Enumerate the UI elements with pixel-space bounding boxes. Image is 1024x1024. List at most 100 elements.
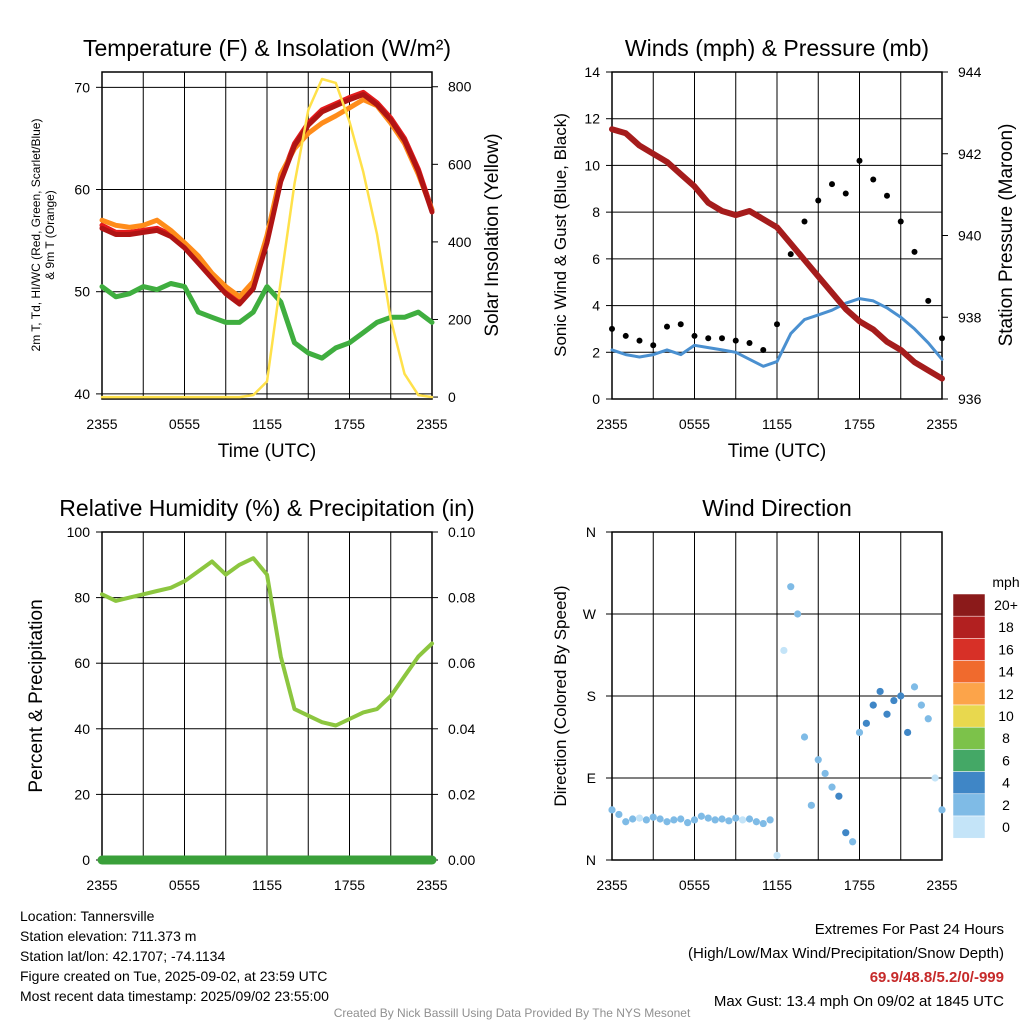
y2-tick-label: 0.06: [448, 655, 475, 671]
legend-swatch: [952, 793, 986, 817]
legend-swatch: [952, 771, 986, 795]
legend-label: 14: [998, 664, 1014, 680]
gust-point: [609, 325, 615, 332]
y-tick-label: E: [587, 770, 596, 786]
gust-point: [677, 321, 684, 328]
x-tick-label: 1155: [252, 416, 282, 432]
direction-point: [670, 816, 678, 824]
legend-label: 0: [1002, 819, 1010, 835]
y-tick-label: 10: [584, 157, 600, 173]
y2-axis-label: Station Pressure (Maroon): [996, 124, 1017, 347]
y-tick-label: 50: [74, 284, 90, 300]
elevation-text: Station elevation: 711.373 m: [20, 928, 197, 944]
y2-tick-label: 200: [448, 311, 472, 327]
direction-point: [849, 838, 857, 846]
legend-swatch: [952, 660, 986, 684]
gust-point: [650, 342, 657, 349]
x-tick-label: 0555: [169, 416, 200, 432]
x-tick-label: 2355: [926, 416, 957, 432]
direction-point: [821, 769, 829, 778]
direction-point: [855, 728, 864, 737]
x-tick-label: 0555: [679, 416, 710, 432]
legend-swatch: [952, 593, 986, 617]
y-tick-label: S: [587, 688, 596, 704]
legend-swatch: [952, 638, 986, 661]
direction-point: [917, 701, 925, 709]
direction-point: [828, 783, 836, 791]
legend-swatch: [952, 704, 986, 728]
y2-tick-label: 936: [958, 391, 982, 407]
gust-point: [939, 335, 945, 342]
series-line-relative-humidity: [100, 556, 434, 728]
direction-point: [759, 819, 767, 828]
direction-point: [842, 829, 850, 837]
y-axis-label: 2m T, Td, HI/WC (Red, Green, Scarlet/Blu…: [29, 119, 43, 352]
gust-point: [732, 337, 739, 344]
extremes-info: Extremes For Past 24 Hours (High/Low/Max…: [688, 918, 1004, 1014]
legend-title: mph: [992, 574, 1019, 590]
legend-swatch: [952, 615, 986, 639]
y-tick-label: 6: [592, 251, 600, 267]
station-info: Location: Tannersville Station elevation…: [20, 906, 329, 1006]
x-axis-label: Time (UTC): [218, 441, 317, 462]
direction-point: [780, 646, 788, 655]
extremes-title: Extremes For Past 24 Hours: [814, 921, 1004, 938]
y-tick-label: 12: [584, 111, 600, 127]
y-tick-label: N: [586, 524, 596, 540]
x-tick-label: 2355: [86, 416, 117, 432]
x-tick-label: 2355: [86, 877, 117, 893]
y-tick-label: 100: [67, 524, 91, 540]
y-tick-label: 60: [74, 182, 90, 198]
direction-point: [697, 812, 705, 820]
x-tick-label: 1155: [252, 877, 282, 893]
direction-point: [622, 818, 630, 826]
legend-swatch: [952, 815, 986, 839]
direction-point: [608, 806, 616, 814]
direction-point: [924, 715, 932, 723]
direction-point: [794, 610, 802, 618]
y-tick-label: 20: [74, 786, 90, 802]
direction-point: [725, 817, 733, 825]
series-line-2m-td: [99, 281, 435, 361]
x-tick-label: 1755: [334, 416, 365, 432]
direction-point: [766, 816, 774, 824]
y2-tick-label: 0.10: [448, 524, 475, 540]
y-tick-label: 14: [584, 64, 600, 80]
x-tick-label: 2355: [416, 416, 447, 432]
direction-point: [835, 792, 843, 800]
x-tick-label: 2355: [596, 877, 627, 893]
y-tick-label: 40: [74, 721, 90, 737]
direction-point: [773, 851, 781, 860]
direction-point: [876, 687, 884, 696]
max-gust-text: Max Gust: 13.4 mph On 09/02 at 1845 UTC: [713, 993, 1004, 1010]
y2-tick-label: 944: [958, 64, 982, 80]
direction-point: [904, 728, 912, 737]
plot-frame: [101, 71, 433, 400]
legend-label: 8: [1002, 730, 1010, 746]
gust-point: [691, 332, 698, 339]
direction-point: [897, 692, 905, 700]
y-tick-label: 60: [74, 655, 90, 671]
gust-point: [760, 346, 767, 353]
x-tick-label: 1155: [762, 416, 792, 432]
direction-point: [869, 701, 877, 709]
y-tick-label: 0: [592, 391, 600, 407]
direction-point: [684, 819, 692, 827]
created-text: Figure created on Tue, 2025-09-02, at 23…: [20, 968, 328, 984]
legend-label: 12: [998, 686, 1014, 702]
y2-tick-label: 600: [448, 156, 472, 172]
gust-point: [884, 192, 890, 199]
extremes-values: 69.9/48.8/5.2/0/-999: [869, 969, 1004, 986]
direction-point: [931, 774, 939, 782]
direction-point: [910, 683, 919, 691]
chart-title: Wind Direction: [702, 495, 852, 521]
y-tick-label: N: [586, 852, 596, 868]
direction-point: [732, 814, 740, 822]
gust-point: [622, 332, 629, 339]
direction-point: [677, 815, 685, 823]
legend-swatch: [952, 726, 986, 750]
direction-point: [704, 814, 712, 822]
direction-point: [635, 814, 644, 822]
direction-point: [663, 818, 671, 826]
y-tick-label: 80: [74, 590, 90, 606]
